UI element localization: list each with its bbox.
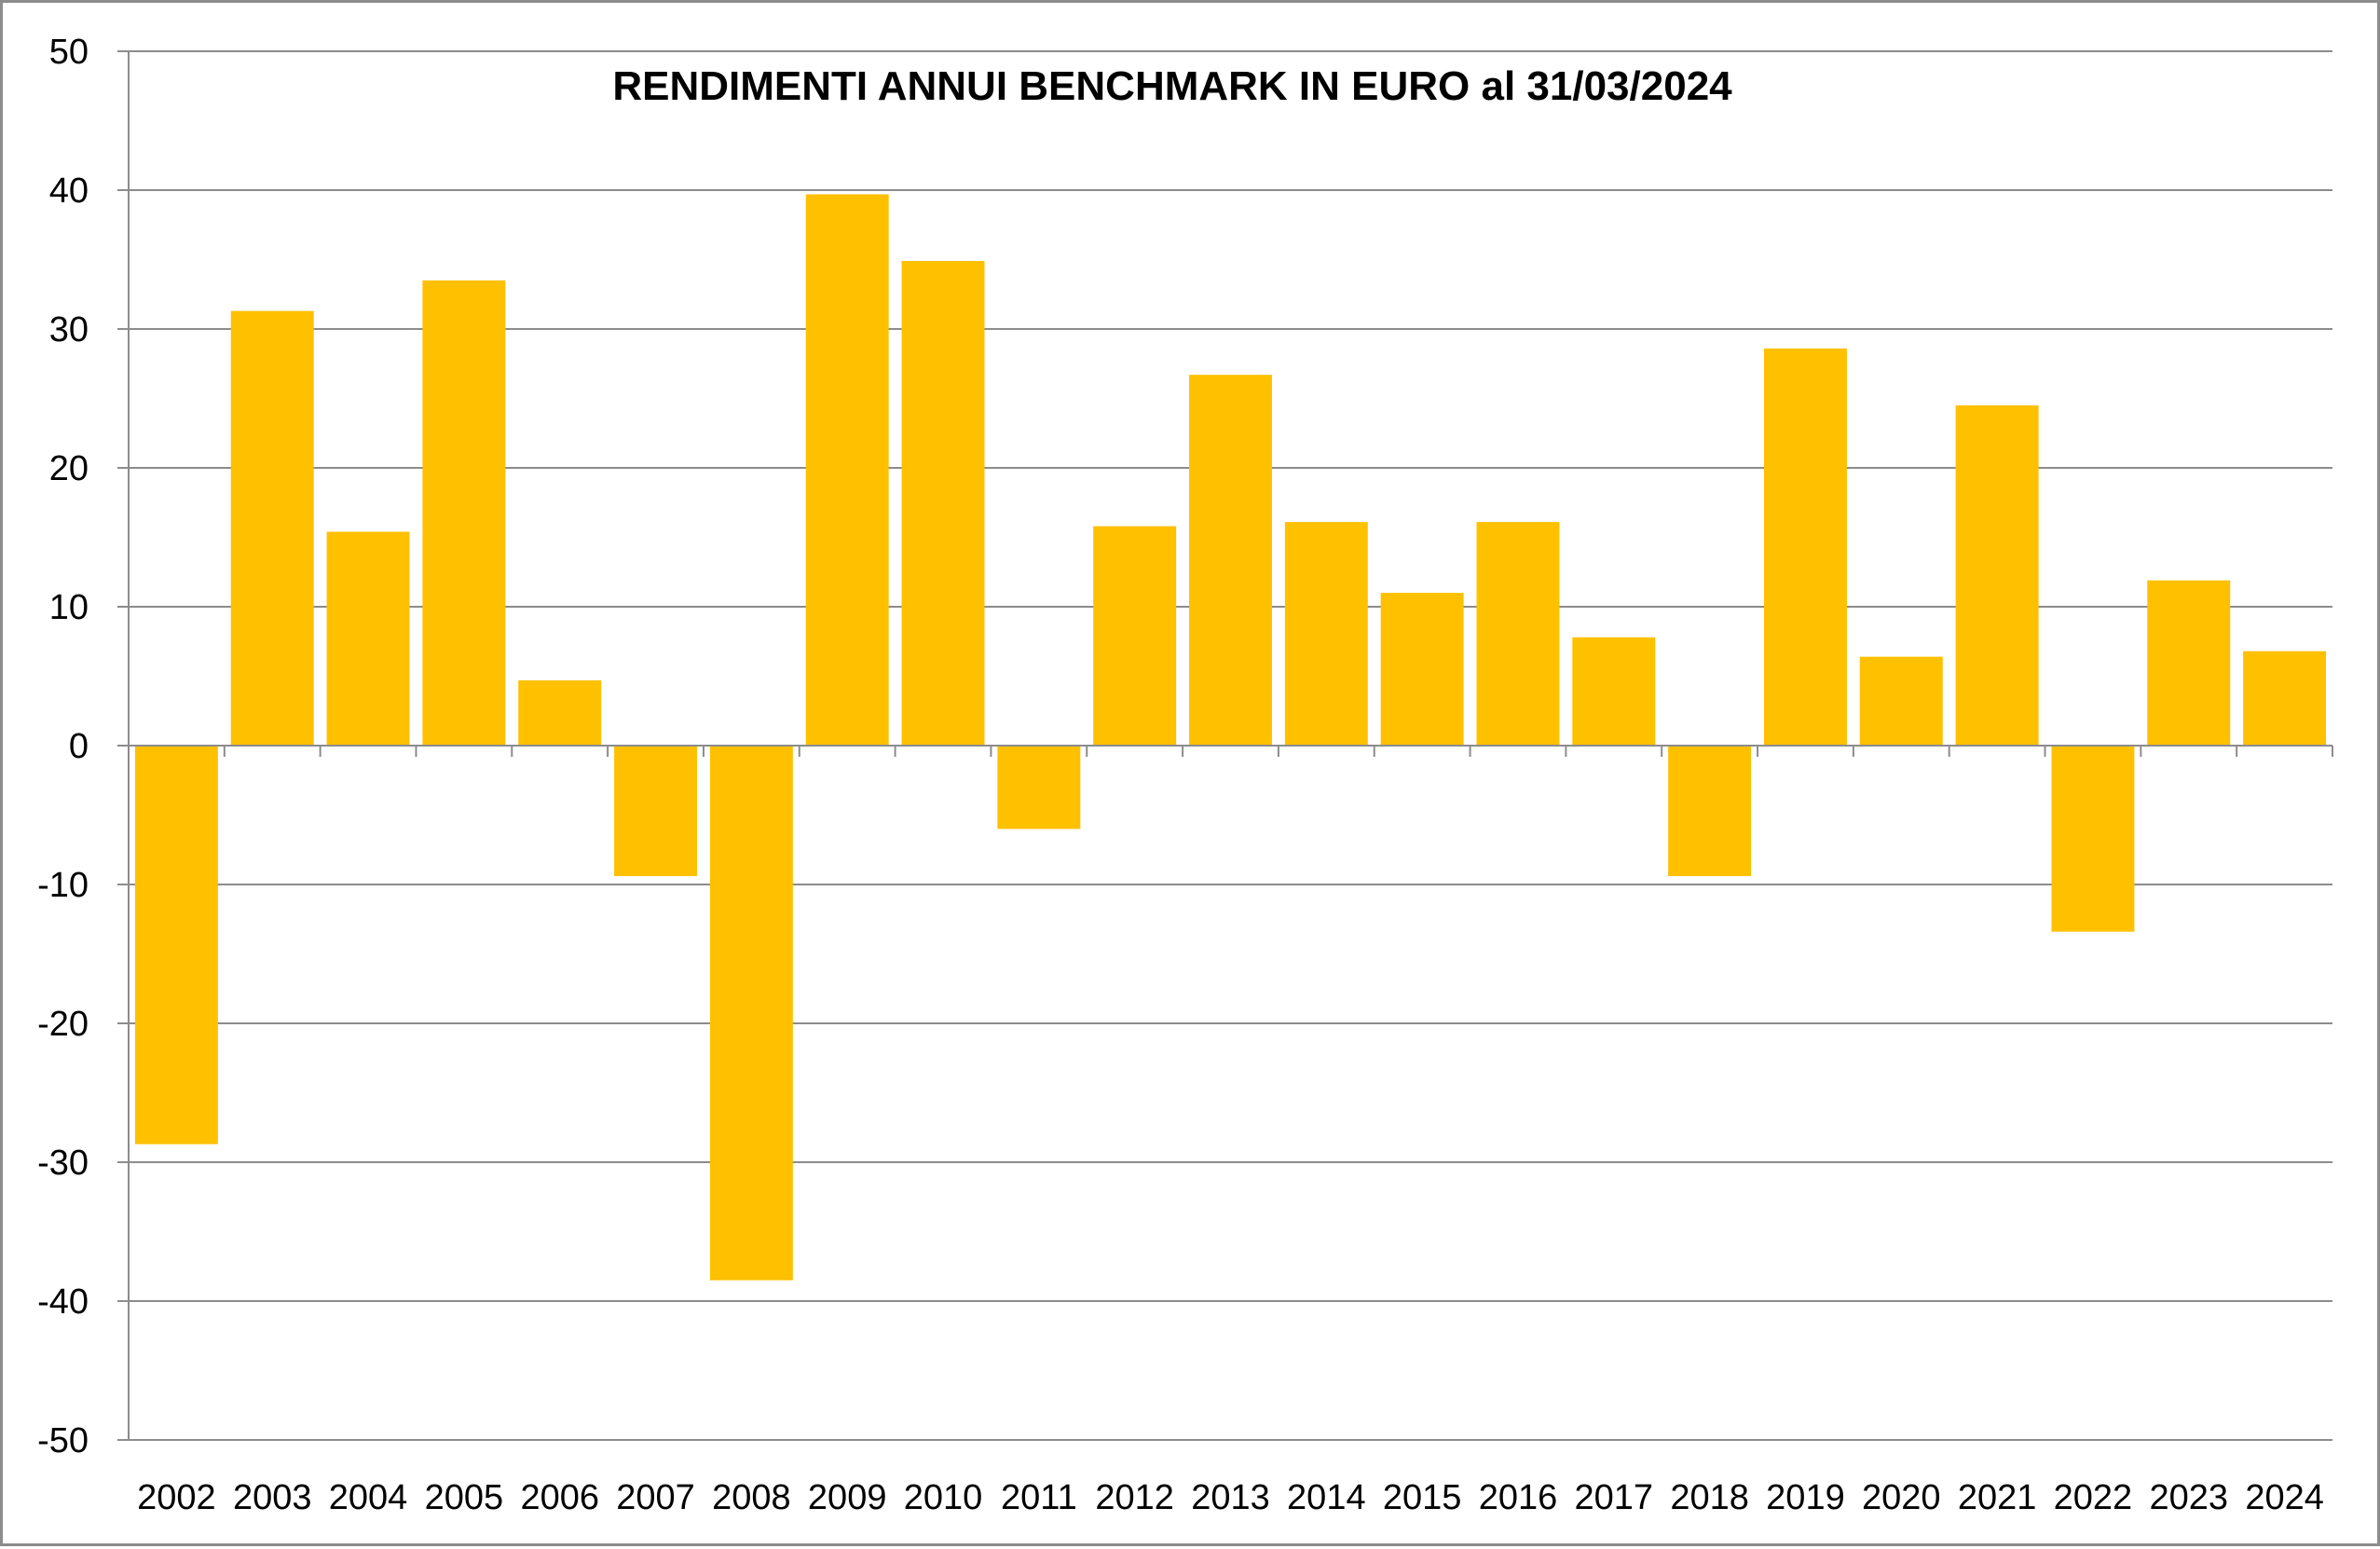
bar-2019: [1763, 348, 1847, 746]
x-tick-label: 2024: [2245, 1478, 2324, 1517]
x-tick-label: 2021: [1958, 1478, 2037, 1517]
x-tick-label: 2007: [616, 1478, 695, 1517]
x-tick-label: 2004: [329, 1478, 408, 1517]
y-tick-label: -30: [37, 1144, 89, 1183]
x-tick-label: 2017: [1575, 1478, 1654, 1517]
axes: [128, 51, 2333, 1440]
bar-2021: [1955, 404, 2039, 746]
x-tick-label: 2011: [1001, 1478, 1077, 1517]
bar-2013: [1189, 375, 1272, 746]
bar-2016: [1476, 522, 1560, 746]
bar-2023: [2147, 580, 2231, 746]
bar-2018: [1668, 746, 1752, 877]
bar-2009: [805, 194, 889, 747]
x-tick-label: 2005: [425, 1478, 504, 1517]
bar-2020: [1859, 656, 1943, 746]
y-tick-label: -20: [37, 1005, 89, 1044]
y-tick-label: -10: [37, 866, 89, 905]
bar-2006: [518, 679, 602, 746]
bar-2007: [614, 746, 698, 877]
x-tick-label: 2013: [1191, 1478, 1270, 1517]
x-tick-label: 2014: [1287, 1478, 1366, 1517]
bar-2014: [1284, 522, 1368, 746]
x-tick-label: 2008: [712, 1478, 791, 1517]
y-tick-label: 10: [49, 588, 89, 627]
bar-2012: [1093, 526, 1177, 746]
bar-2010: [901, 260, 985, 746]
y-tick-label: -40: [37, 1282, 89, 1322]
x-tick-label: 2023: [2149, 1478, 2228, 1517]
y-tick-label: 0: [69, 727, 89, 766]
bar-2005: [422, 280, 506, 746]
y-tick-label: 50: [49, 33, 89, 72]
bar-2008: [709, 746, 793, 1281]
x-tick-label: 2010: [904, 1478, 983, 1517]
bar-2024: [2243, 651, 2327, 746]
x-tick-label: 2015: [1383, 1478, 1462, 1517]
x-tick-label: 2018: [1670, 1478, 1749, 1517]
x-tick-label: 2022: [2054, 1478, 2133, 1517]
bar-2015: [1380, 593, 1464, 746]
bar-2003: [230, 310, 314, 746]
x-tick-label: 2006: [520, 1478, 599, 1517]
bar-2004: [326, 531, 410, 746]
x-tick-label: 2002: [137, 1478, 216, 1517]
y-tick-label: -50: [37, 1421, 89, 1460]
y-tick-label: 40: [49, 171, 89, 211]
bars: [134, 194, 2327, 1281]
x-tick-label: 2009: [808, 1478, 887, 1517]
x-tick-labels: 2002 2003 2004 2005 2006 2007 2008 2009 2010 2011…: [137, 1478, 2324, 1517]
y-tick-label: 20: [49, 449, 89, 488]
y-tick-labels: 50 40 30 20 10 0 -10 -20 -30 -40 -50: [37, 33, 89, 1460]
x-tick-label: 2020: [1862, 1478, 1941, 1517]
bar-2017: [1572, 637, 1656, 746]
chart-title: RENDIMENTI ANNUI BENCHMARK IN EURO al 31…: [612, 63, 1732, 109]
bar-2011: [997, 746, 1081, 829]
x-tick-label: 2016: [1479, 1478, 1558, 1517]
bar-2022: [2051, 746, 2135, 932]
x-tick-label: 2003: [233, 1478, 312, 1517]
x-tick-label: 2019: [1766, 1478, 1845, 1517]
x-tick-label: 2012: [1095, 1478, 1174, 1517]
bar-2002: [134, 746, 218, 1145]
y-tick-label: 30: [49, 310, 89, 350]
